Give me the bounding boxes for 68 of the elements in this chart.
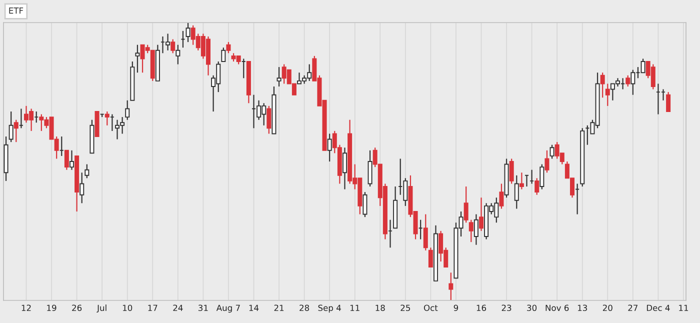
candlestick: [550, 144, 554, 160]
candlestick: [666, 92, 671, 112]
x-tick-label: 21: [274, 304, 284, 311]
candlestick: [80, 172, 84, 204]
candlestick: [605, 83, 610, 106]
candlestick: [342, 147, 348, 190]
candlestick: [368, 150, 372, 188]
candlestick: [327, 133, 332, 162]
x-tick-label: Nov 6: [546, 304, 569, 312]
x-tick-label: 11: [350, 304, 360, 311]
candlestick: [8, 110, 14, 143]
candlestick: [221, 47, 226, 62]
x-tick-label: 9: [454, 304, 458, 312]
candlestick: [448, 272, 454, 301]
x-tick-label: 17: [148, 304, 158, 311]
candlestick: [626, 74, 630, 88]
x-tick-label: 25: [400, 304, 410, 312]
candlestick: [534, 178, 540, 196]
x-tick-label: 30: [527, 304, 537, 312]
candlestick: [226, 42, 231, 54]
candlestick: [135, 44, 140, 74]
x-tick-label: 27: [628, 304, 638, 311]
x-tick-label: 31: [198, 304, 208, 312]
x-tick-label: 26: [72, 304, 82, 312]
candlestick: [84, 164, 90, 179]
chart-title: ETF: [9, 8, 24, 14]
x-tick-label: 24: [173, 304, 183, 311]
candlestick: [423, 214, 428, 251]
x-tick-label: 10: [122, 304, 132, 312]
x-tick-label: 12: [22, 304, 31, 311]
x-tick-label: 13: [578, 304, 587, 312]
candlestick: [509, 158, 514, 184]
candlestick: [544, 150, 550, 174]
candlestick: [170, 38, 176, 54]
x-tick-label: 23: [502, 304, 512, 312]
candlestick: [478, 197, 484, 232]
x-tick-label: 20: [602, 304, 612, 312]
candlestick: [266, 105, 272, 134]
x-tick-label: 28: [300, 304, 310, 312]
candlestick: [104, 110, 110, 126]
candlestick: [428, 247, 433, 268]
candlestick: [519, 172, 524, 190]
candlestick: [69, 150, 74, 170]
candlestick: [186, 22, 190, 43]
x-tick-label: Jul: [96, 304, 106, 313]
x-tick-label: 16: [476, 304, 486, 312]
x-tick-label: Aug 7: [216, 304, 240, 313]
candlestick: [464, 186, 468, 224]
candlestick: [474, 214, 478, 246]
candlestick: [630, 69, 636, 96]
candlestick: [468, 219, 474, 243]
x-tick-label: 19: [47, 304, 56, 312]
x-tick-label: 18: [376, 304, 385, 312]
candlestick: [176, 44, 180, 65]
candlestick: [499, 183, 504, 210]
candlestick: [64, 150, 69, 170]
x-tick-label: Oct: [424, 304, 438, 312]
candlestick: [14, 119, 18, 143]
candlestick: [514, 174, 519, 210]
candlestick: [362, 192, 368, 218]
candlestick: [125, 100, 130, 120]
candlestick: [276, 66, 282, 88]
x-tick-label: Dec 4: [646, 304, 670, 312]
candlestick: [600, 72, 605, 98]
x-tick-label: Sep 4: [318, 304, 341, 313]
x-tick-label: 11: [679, 304, 688, 311]
candlestick: [540, 164, 544, 190]
x-tick-label: 14: [249, 304, 259, 311]
